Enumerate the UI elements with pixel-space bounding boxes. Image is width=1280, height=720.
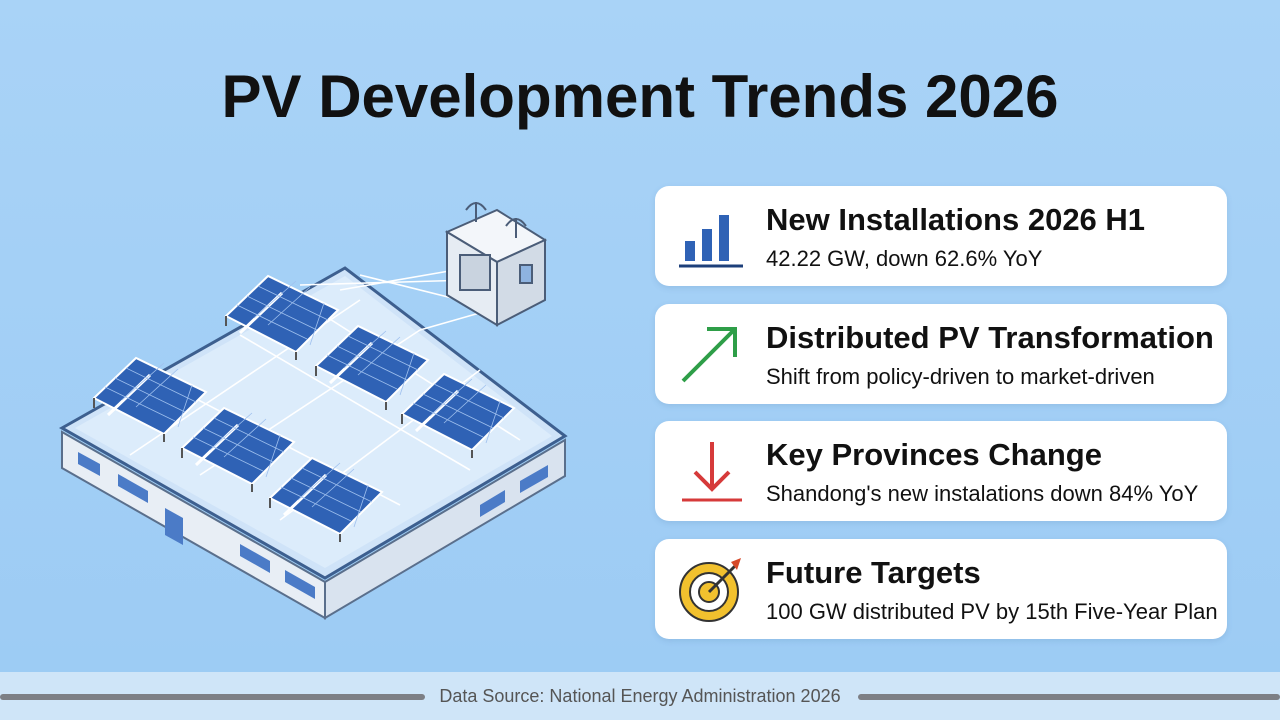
solar-illustration — [58, 202, 568, 620]
footer-rule — [858, 694, 1280, 700]
card-text: 42.22 GW, down 62.6% YoY — [766, 246, 1043, 271]
target-icon — [679, 558, 741, 622]
card-text: Shandong's new instalations down 84% YoY — [766, 481, 1199, 506]
card-title: Key Provinces Change — [766, 437, 1102, 472]
trend-up-icon — [681, 327, 737, 383]
page-title: PV Development Trends 2026 — [221, 63, 1059, 130]
card-text: 100 GW distributed PV by 15th Five-Year … — [766, 599, 1218, 624]
card: Key Provinces Change Shandong's new inst… — [655, 421, 1227, 521]
card-title: New Installations 2026 H1 — [766, 202, 1146, 237]
down-arrow-icon — [682, 442, 742, 502]
bar-chart-icon — [679, 215, 743, 268]
card-title: Future Targets — [766, 555, 981, 590]
card-text: Shift from policy-driven to market-drive… — [766, 364, 1155, 389]
card-title: Distributed PV Transformation — [766, 320, 1214, 355]
data-source: Data Source: National Energy Administrat… — [439, 686, 841, 706]
card: Future Targets 100 GW distributed PV by … — [655, 539, 1227, 639]
card: Distributed PV Transformation Shift from… — [655, 304, 1227, 404]
footer-rule — [0, 694, 425, 700]
card: New Installations 2026 H1 42.22 GW, down… — [655, 186, 1227, 286]
